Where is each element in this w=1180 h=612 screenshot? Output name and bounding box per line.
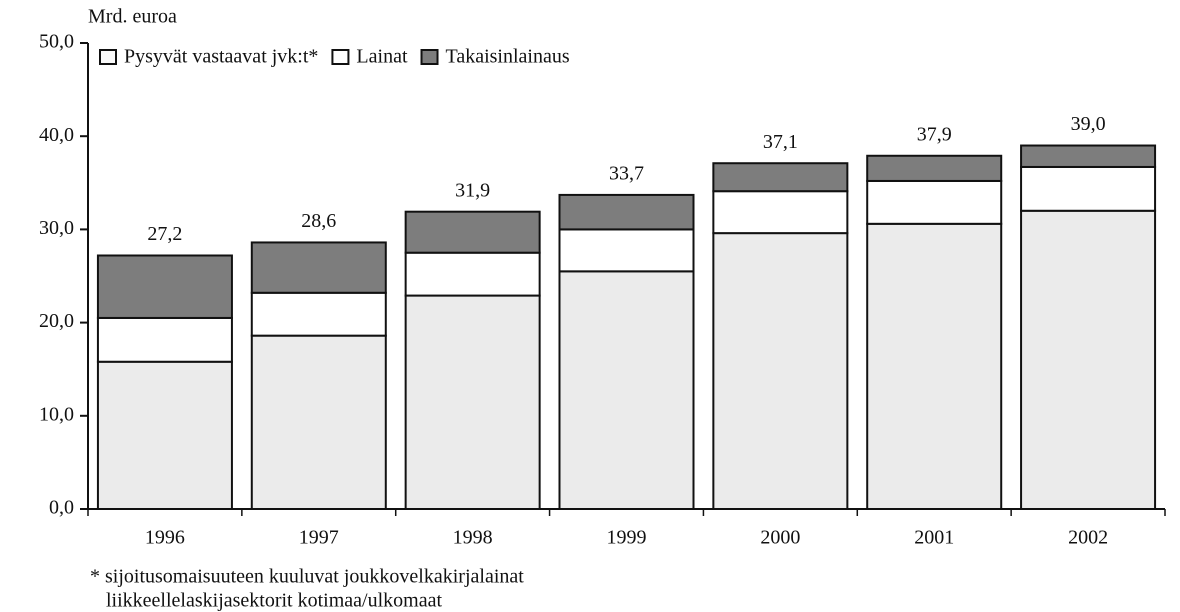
legend-label: Pysyvät vastaavat jvk:t* xyxy=(124,46,318,68)
bar-segment xyxy=(558,193,695,231)
x-tick-label: 2000 xyxy=(760,527,800,549)
bar-segment xyxy=(404,210,541,254)
bar-segment xyxy=(712,162,849,193)
x-tick-label: 1998 xyxy=(453,527,493,549)
total-label: 33,7 xyxy=(609,163,644,185)
bar-segment xyxy=(712,190,849,235)
y-tick-label: 10,0 xyxy=(39,403,74,425)
bar-segment xyxy=(250,291,387,337)
y-axis-label: Mrd. euroa xyxy=(88,6,177,28)
total-label: 39,0 xyxy=(1071,113,1106,135)
legend-label: Takaisinlainaus xyxy=(446,46,570,68)
x-tick-label: 1997 xyxy=(299,527,339,549)
bar-segment xyxy=(866,179,1003,225)
bar-segment xyxy=(404,251,541,297)
x-tick-label: 2001 xyxy=(914,527,954,549)
total-label: 37,1 xyxy=(763,131,798,153)
total-label: 37,9 xyxy=(917,123,952,145)
total-label: 27,2 xyxy=(147,223,182,245)
legend-swatch xyxy=(331,49,350,65)
legend-swatch xyxy=(420,49,439,65)
x-tick-label: 1996 xyxy=(145,527,185,549)
y-tick-label: 0,0 xyxy=(49,497,74,519)
footnote: liikkeellelaskijasektorit kotimaa/ulkoma… xyxy=(106,590,442,612)
x-tick-label: 1999 xyxy=(607,527,647,549)
y-tick-label: 30,0 xyxy=(39,217,74,239)
bar-segment xyxy=(866,154,1003,182)
bar-segment xyxy=(558,270,695,510)
bar-segment xyxy=(558,228,695,273)
bar-segment xyxy=(866,222,1003,510)
y-tick-label: 40,0 xyxy=(39,124,74,146)
bar-segment xyxy=(1020,144,1157,168)
bar-segment xyxy=(1020,165,1157,212)
bar-segment xyxy=(96,316,233,363)
legend-swatch xyxy=(99,49,117,65)
bar-segment xyxy=(96,360,233,510)
footnote: * sijoitusomaisuuteen kuuluvat joukkovel… xyxy=(90,566,524,588)
y-tick-label: 50,0 xyxy=(39,31,74,53)
total-label: 31,9 xyxy=(455,179,490,201)
x-tick-label: 2002 xyxy=(1068,527,1108,549)
bar-segment xyxy=(712,232,849,511)
legend-label: Lainat xyxy=(356,46,408,68)
bar-segment xyxy=(250,334,387,511)
total-label: 28,6 xyxy=(301,210,336,232)
bar-segment xyxy=(1020,209,1157,510)
bar-segment xyxy=(96,254,233,319)
bar-segment xyxy=(404,294,541,510)
bar-segment xyxy=(250,241,387,294)
y-tick-label: 20,0 xyxy=(39,310,74,332)
